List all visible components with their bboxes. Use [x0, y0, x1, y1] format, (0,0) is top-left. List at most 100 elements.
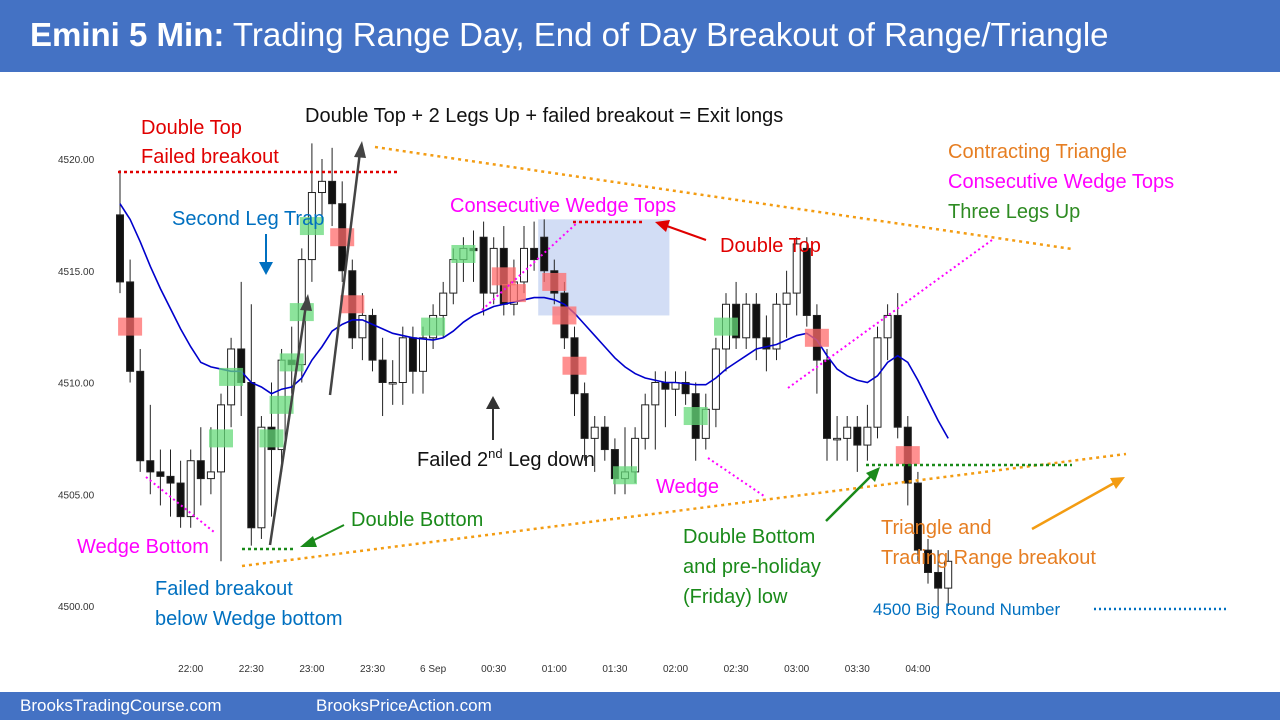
candle-body: [166, 475, 175, 484]
candle-body: [419, 337, 427, 372]
y-tick-label: 4515.00: [58, 267, 95, 278]
signal-box-sell: [552, 306, 577, 325]
candle: [217, 393, 225, 562]
candle-body: [358, 314, 367, 339]
candle-body: [924, 549, 932, 573]
triangle-top-line: [374, 145, 1073, 251]
wedge-top-line-1: [481, 221, 579, 311]
candle-body: [873, 337, 882, 428]
candle: [762, 315, 771, 372]
x-tick-label: 02:30: [724, 664, 749, 675]
candle-body: [530, 247, 539, 261]
candle: [671, 371, 680, 417]
wedge-tops-label: Consecutive Wedge Tops: [450, 195, 676, 217]
signal-box-buy: [683, 407, 708, 426]
double-bottom-label: Double Bottom: [351, 509, 483, 531]
footer-right-link[interactable]: BrooksPriceAction.com: [316, 696, 492, 715]
candle: [641, 393, 650, 450]
candle-body: [378, 359, 387, 383]
double-top-label: Double Top: [141, 117, 242, 139]
preholiday-label: Double Bottom: [683, 526, 815, 548]
candle: [600, 416, 609, 461]
candle: [318, 159, 326, 215]
candle: [378, 337, 387, 417]
wedge-low-line: [707, 457, 765, 497]
triangle-breakout-arrow: [1031, 480, 1117, 531]
candle-body: [146, 460, 155, 473]
wedge-top-line-2: [787, 239, 993, 389]
signal-box-buy: [279, 353, 304, 372]
candle-body: [520, 247, 528, 283]
candle-body: [580, 393, 589, 439]
candle: [196, 427, 205, 506]
candle-body: [681, 382, 690, 395]
x-tick-label: 01:30: [602, 664, 627, 675]
candle-body: [398, 337, 407, 383]
candle: [913, 471, 922, 562]
leg-up-arrow-2: [328, 151, 362, 396]
candle-body: [802, 247, 811, 316]
candle: [136, 348, 145, 472]
candle-body: [843, 426, 852, 439]
candle: [388, 360, 397, 405]
candle: [782, 270, 791, 338]
triangle-breakout-arrowhead: [1110, 477, 1125, 489]
signal-box-sell: [491, 267, 516, 286]
candle: [328, 147, 337, 227]
signal-box-sell: [118, 317, 143, 336]
failed-breakout-label-2: below Wedge bottom: [155, 608, 343, 630]
header-bar: [0, 0, 1280, 72]
contracting-triangle-label: Contracting Triangle: [948, 141, 1127, 163]
candle: [590, 416, 599, 472]
y-tick-label: 4520.00: [58, 155, 95, 166]
wedge-tops-highlight: [538, 219, 670, 316]
x-tick-label: 04:00: [905, 664, 930, 675]
x-tick-label: 02:00: [663, 664, 688, 675]
candle: [530, 221, 539, 271]
wedge-tops-label-2: Consecutive Wedge Tops: [948, 171, 1174, 193]
candle: [681, 371, 690, 405]
double-bottom-arrowhead: [300, 536, 317, 547]
candle: [924, 538, 932, 584]
failed-2nd-leg-arrowhead: [486, 396, 500, 409]
candle-body: [176, 482, 185, 518]
leg-up-arrowhead-2: [354, 141, 366, 158]
candle: [772, 293, 781, 361]
candle-body: [853, 426, 862, 446]
candle-body: [590, 426, 599, 439]
signal-box-buy: [219, 367, 244, 386]
candle-body: [762, 337, 771, 350]
candle-body: [257, 426, 266, 529]
candle-body: [318, 180, 326, 194]
candle-body: [792, 243, 801, 294]
candle-body: [439, 292, 448, 316]
candle-body: [833, 437, 842, 441]
signal-box-buy: [259, 429, 284, 448]
candle-body: [449, 259, 458, 294]
candle: [580, 382, 589, 461]
x-tick-label: 01:00: [542, 664, 567, 675]
signal-box-sell: [340, 295, 365, 314]
signal-box-buy: [451, 244, 476, 263]
candle-body: [913, 482, 922, 551]
signal-box-buy: [269, 395, 294, 414]
x-tick-label: 03:30: [845, 664, 870, 675]
failed-breakout-label: Failed breakout: [155, 578, 293, 600]
candle-body: [479, 236, 488, 294]
candle: [479, 221, 488, 316]
candle-body: [742, 303, 751, 339]
title-rest: Trading Range Day, End of Day Breakout o…: [232, 16, 1109, 53]
candle: [802, 237, 811, 327]
title-bold: Emini 5 Min:: [30, 16, 225, 53]
footer-left-link[interactable]: BrooksTradingCourse.com: [20, 696, 222, 715]
candle-body: [641, 404, 650, 439]
double-top-right-label: Double Top: [720, 235, 821, 257]
candle-body: [651, 382, 660, 406]
signal-box-buy: [613, 466, 637, 485]
candle-body: [196, 460, 205, 480]
candle: [146, 404, 155, 495]
candle: [843, 416, 852, 461]
candle-body: [944, 560, 953, 589]
failed-2nd-leg-label: Failed 2nd Leg down: [417, 446, 595, 471]
exit-longs-label: Double Top + 2 Legs Up + failed breakout…: [305, 105, 783, 127]
